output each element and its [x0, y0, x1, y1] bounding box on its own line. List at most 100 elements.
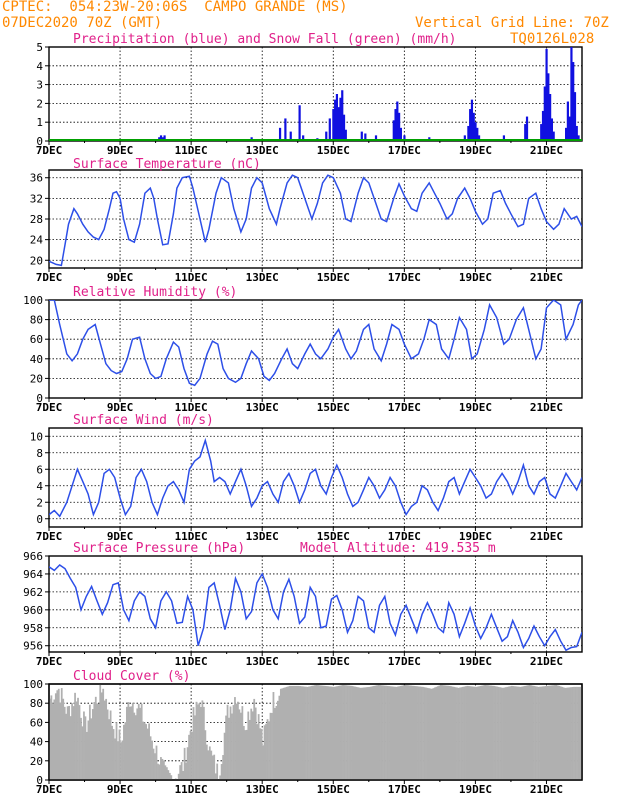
y-tick-label: 964	[23, 568, 43, 581]
cloud-bar	[83, 711, 85, 780]
cloud-bar	[121, 740, 124, 780]
y-tick-label: 6	[36, 463, 43, 476]
cloud-bar	[465, 686, 467, 780]
cloud-bar	[72, 706, 75, 780]
x-tick-label: 11DEC	[175, 271, 208, 284]
cloud-bar	[202, 706, 205, 780]
precip-bar	[570, 47, 573, 141]
precip-bar	[334, 99, 337, 141]
cloud-bar	[306, 686, 309, 780]
cloud-bar	[365, 687, 368, 780]
precip-bar	[360, 131, 363, 141]
y-tick-label: 956	[23, 640, 43, 653]
cloud-bar	[439, 684, 442, 780]
cloud-bar	[220, 764, 223, 780]
y-tick-label: 20	[30, 254, 43, 267]
panel-title: Cloud Cover (%)	[73, 669, 190, 684]
cloud-bar	[50, 695, 53, 780]
cloud-bar	[195, 701, 198, 780]
y-tick-label: 966	[23, 550, 43, 563]
panel-title: Surface Temperature (nC)	[73, 157, 261, 172]
cloud-bar	[423, 687, 426, 780]
cloud-bar	[546, 685, 549, 780]
cloud-bar	[186, 747, 189, 780]
precip-bar	[325, 131, 328, 141]
cloud-bar	[201, 700, 204, 780]
cloud-bar	[210, 750, 213, 780]
cloud-bar	[333, 686, 336, 780]
y-tick-label: 100	[23, 678, 43, 691]
cloud-bar	[454, 687, 457, 780]
cloud-bar	[299, 686, 301, 780]
cloud-bar	[165, 767, 168, 780]
cloud-bar	[263, 725, 266, 780]
x-tick-label: 7DEC	[36, 144, 63, 157]
cloud-bar	[131, 702, 134, 780]
cloud-bar	[339, 685, 341, 780]
vertical-grid-info: Vertical Grid Line: 70Z	[415, 15, 609, 31]
cloud-bar	[516, 686, 519, 780]
precip-bar	[298, 105, 301, 141]
cloud-bars	[49, 684, 582, 780]
y-tick-label: 2	[36, 97, 43, 110]
cloud-bar	[145, 724, 148, 780]
precip-bar	[469, 109, 472, 141]
cloud-bar	[436, 686, 439, 780]
precip-bar	[545, 48, 548, 141]
cloud-bar	[368, 686, 371, 780]
precip-bar	[344, 129, 347, 141]
cloud-bar	[524, 685, 527, 780]
cloud-bar	[345, 685, 347, 780]
precip-bar	[163, 135, 166, 141]
panel-1: 7DEC 9DEC 11DEC 13DEC 15DEC 17DEC 19DEC 21DEC 0 1…	[36, 32, 583, 157]
cloud-bar	[128, 706, 131, 780]
cloud-bar	[225, 715, 227, 780]
precip-bar	[568, 116, 571, 141]
cloud-bar	[287, 686, 290, 780]
cloud-bar	[491, 685, 494, 780]
cloud-bar	[133, 712, 136, 780]
x-tick-label: 11DEC	[175, 655, 208, 668]
cloud-bar	[93, 702, 96, 780]
cloud-bar	[530, 685, 532, 780]
x-tick-label: 17DEC	[388, 530, 421, 543]
precip-bar	[399, 127, 402, 141]
cloud-bar	[351, 685, 353, 780]
precip-bar	[470, 99, 474, 141]
precip-bar	[472, 112, 475, 141]
cloud-bar	[168, 772, 171, 780]
cloud-bar	[404, 684, 407, 780]
cloud-bar	[343, 685, 346, 780]
cloud-bar	[463, 686, 466, 780]
cloud-bar	[355, 686, 358, 780]
cloud-bar	[194, 715, 196, 780]
cloud-bar	[325, 686, 328, 780]
precip-bar	[328, 118, 331, 141]
cloud-bar	[179, 765, 182, 780]
cloud-bar	[314, 685, 316, 780]
cloud-bar	[268, 721, 270, 780]
cloud-bar	[303, 686, 306, 780]
x-tick-label: 15DEC	[317, 783, 350, 796]
precip-bar	[575, 125, 578, 141]
cloud-bar	[63, 706, 66, 780]
cloud-bar	[74, 692, 76, 780]
series-line	[49, 300, 582, 387]
precip-bar	[159, 135, 163, 141]
series-line	[49, 174, 582, 267]
cloud-bar	[549, 685, 552, 780]
cloud-bar	[416, 686, 418, 780]
cloud-bar	[242, 725, 245, 780]
x-tick-label: 7DEC	[36, 783, 63, 796]
cloud-bar	[120, 742, 122, 780]
cloud-bar	[419, 686, 421, 780]
cloud-bar	[88, 704, 91, 780]
cloud-bar	[408, 685, 411, 780]
x-tick-label: 21DEC	[530, 271, 563, 284]
cloud-bar	[198, 703, 201, 780]
cloud-bar	[558, 685, 561, 780]
y-tick-label: 36	[30, 172, 43, 185]
cloud-bar	[448, 685, 451, 780]
cloud-bar	[117, 741, 119, 780]
cloud-bar	[65, 713, 68, 780]
